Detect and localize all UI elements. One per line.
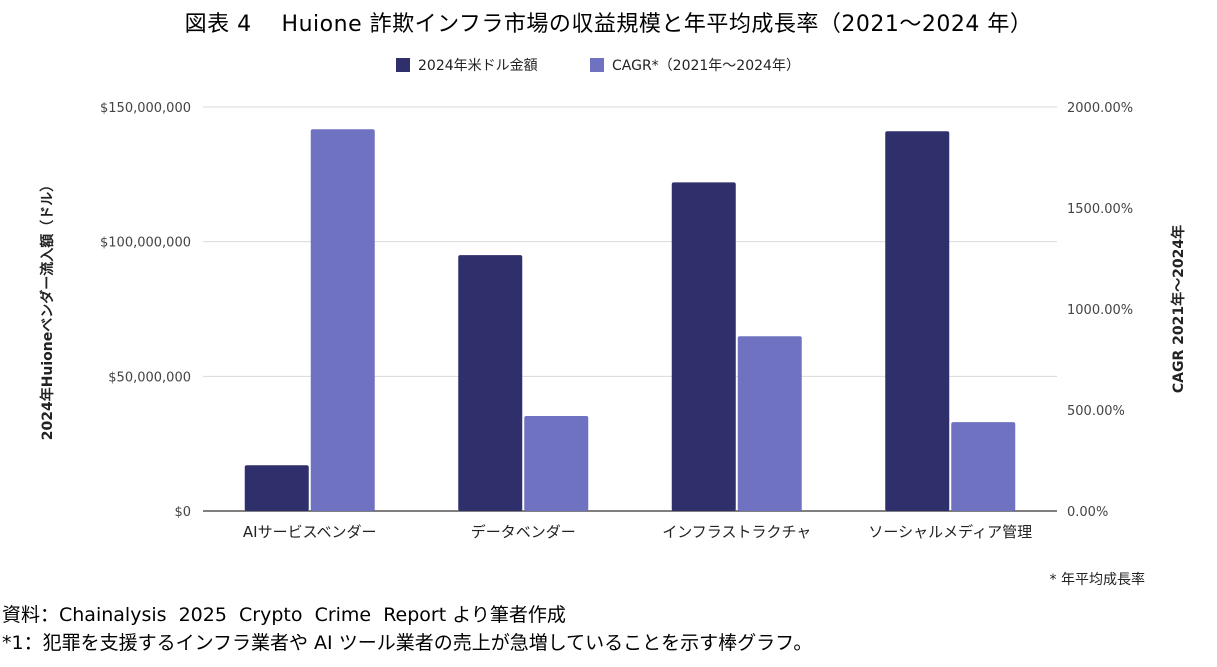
y2-tick-label: 1000.00%: [1067, 303, 1133, 318]
y2-axis-title: CAGR 2021年～2024年: [1170, 225, 1187, 393]
bar-chart: $0 $50,000,000 $100,000,000 $150,000,000 0.0…: [39, 58, 1187, 588]
y2-tick-label: 1500.00%: [1067, 202, 1133, 217]
legend-label-cagr: CAGR*（2021年～2024年）: [612, 58, 800, 74]
source-caption: 資料：Chainalysis 2025 Crypto Crime Report …: [2, 604, 566, 626]
legend-label-revenue: 2024年米ドル金額: [418, 58, 538, 74]
y-tick-label: $150,000,000: [100, 101, 191, 116]
chart-footnote: * 年平均成長率: [1050, 571, 1145, 588]
x-tick-label: データベンダー: [471, 523, 576, 541]
y2-tick-label: 0.00%: [1067, 505, 1108, 520]
y-tick-label: $0: [174, 505, 191, 520]
bar-revenue: [458, 255, 523, 511]
y-axis-title: 2024年Huioneベンダー流入額（ドル）: [39, 178, 56, 441]
bar-cagr: [737, 336, 802, 511]
bar-cagr: [310, 129, 375, 511]
chart-panel: $0 $50,000,000 $100,000,000 $150,000,000 0.0…: [0, 44, 1217, 597]
bar-revenue: [885, 131, 950, 511]
figure-title: 図表 4 Huione 詐欺インフラ市場の収益規模と年平均成長率（2021～20…: [184, 12, 1033, 37]
bar-cagr: [524, 416, 589, 511]
legend-swatch-revenue: [396, 58, 410, 72]
y-tick-label: $50,000,000: [108, 370, 191, 385]
legend-swatch-cagr: [590, 58, 604, 72]
y2-tick-label: 2000.00%: [1067, 101, 1133, 116]
bar-revenue: [671, 182, 736, 511]
x-tick-label: ソーシャルメディア管理: [868, 523, 1032, 541]
x-tick-label: AIサービスベンダー: [243, 523, 377, 541]
x-tick-label: インフラストラクチャ: [662, 523, 811, 541]
footnote-caption: *1：犯罪を支援するインフラ業者や AI ツール業者の売上が急増していることを示…: [2, 632, 813, 654]
bar-revenue: [244, 465, 309, 511]
y2-tick-label: 500.00%: [1067, 404, 1125, 419]
bar-cagr: [951, 422, 1016, 511]
y-tick-label: $100,000,000: [100, 236, 191, 251]
